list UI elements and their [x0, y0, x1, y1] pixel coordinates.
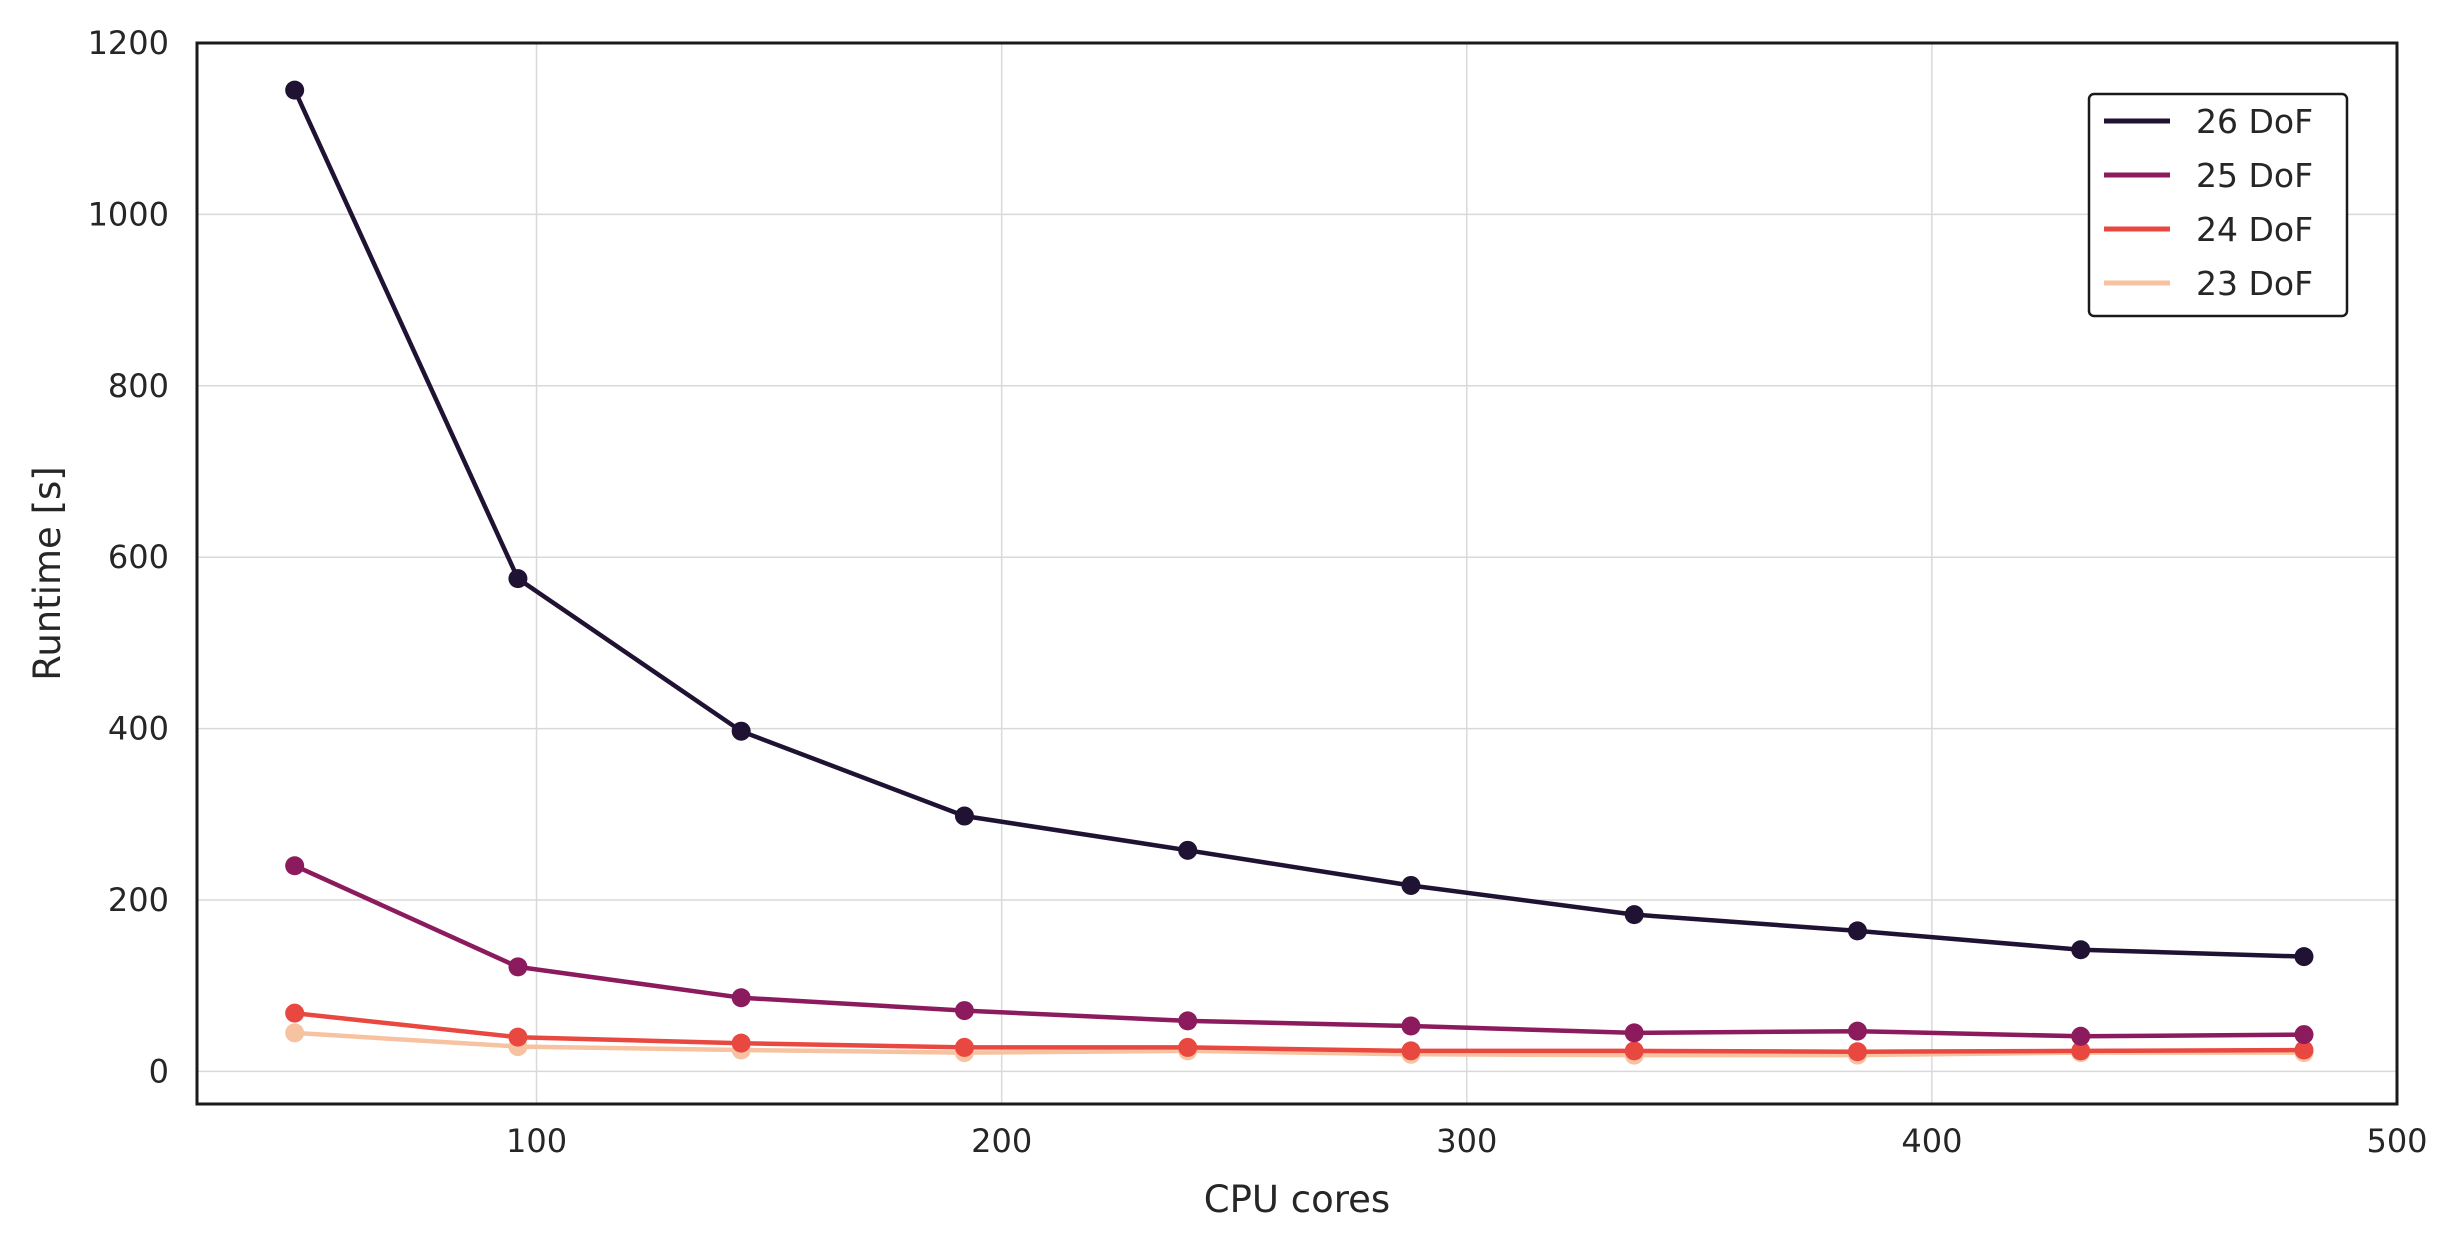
series-line: [294, 1010, 2305, 1054]
plot-frame: [195, 41, 2399, 1106]
series-23-dof: [285, 1023, 2314, 1065]
y-tick-label: 1200: [88, 24, 169, 62]
data-point: [1178, 1011, 1198, 1031]
x-tick-label: 500: [2366, 1122, 2427, 1160]
data-point: [1847, 1042, 1867, 1062]
data-point: [2294, 1040, 2314, 1060]
legend-box: [2087, 92, 2349, 318]
data-point: [508, 957, 528, 977]
legend-item: 25 DoF: [2104, 156, 2313, 195]
data-point: [508, 569, 528, 589]
series-line: [293, 863, 2305, 1039]
data-point: [2071, 940, 2091, 960]
data-point: [2294, 947, 2314, 967]
data-point: [1401, 1016, 1421, 1036]
legend-label: 25 DoF: [2196, 156, 2313, 195]
data-point: [731, 721, 751, 741]
tick-labels: 100 200 300 400 500 0 200 400 600 800 1000 1200: [88, 24, 2428, 1160]
series-26-dof: [285, 80, 2314, 967]
y-tick-label: 200: [108, 881, 169, 919]
legend: 26 DoF 25 DoF 24 DoF 23 DoF: [2087, 92, 2349, 318]
data-point: [2294, 1025, 2314, 1045]
data-point: [1178, 1037, 1198, 1057]
legend-label: 26 DoF: [2196, 102, 2313, 141]
series-24-dof: [285, 1003, 2314, 1062]
legend-item: 24 DoF: [2104, 210, 2313, 249]
data-point: [1847, 1021, 1867, 1041]
x-tick-label: 100: [506, 1122, 567, 1160]
series-25-dof: [285, 856, 2314, 1046]
series-layer: [285, 80, 2314, 1065]
y-tick-label: 800: [108, 367, 169, 405]
y-tick-label: 600: [108, 538, 169, 576]
x-tick-label: 300: [1436, 1122, 1497, 1160]
legend-item: 23 DoF: [2104, 264, 2313, 303]
y-tick-label: 0: [149, 1052, 169, 1090]
data-point: [1401, 875, 1421, 895]
data-point: [954, 1001, 974, 1021]
legend-label: 23 DoF: [2196, 264, 2313, 303]
data-point: [1847, 921, 1867, 941]
x-axis-title: CPU cores: [1204, 1178, 1390, 1221]
data-point: [1624, 1023, 1644, 1043]
data-point: [1624, 1041, 1644, 1061]
data-point: [731, 988, 751, 1008]
x-tick-label: 200: [971, 1122, 1032, 1160]
data-point: [508, 1027, 528, 1047]
y-tick-label: 400: [108, 710, 169, 748]
data-point: [954, 1037, 974, 1057]
grid: [197, 42, 2398, 1104]
y-tick-label: 1000: [88, 195, 169, 233]
data-point: [731, 1033, 751, 1053]
legend-item: 26 DoF: [2104, 102, 2313, 141]
data-point: [954, 806, 974, 826]
data-point: [285, 80, 305, 100]
data-point: [1401, 1041, 1421, 1061]
data-point: [285, 1003, 305, 1023]
data-point: [285, 1023, 305, 1043]
y-axis-title: Runtime [s]: [26, 466, 69, 680]
series-line: [292, 89, 2305, 959]
data-point: [1178, 840, 1198, 860]
data-point: [285, 856, 305, 876]
legend-label: 24 DoF: [2196, 210, 2313, 249]
data-point: [2071, 1041, 2091, 1061]
x-tick-label: 400: [1901, 1122, 1962, 1160]
data-point: [2071, 1026, 2091, 1046]
data-point: [1624, 905, 1644, 925]
series-line: [294, 1030, 2304, 1058]
